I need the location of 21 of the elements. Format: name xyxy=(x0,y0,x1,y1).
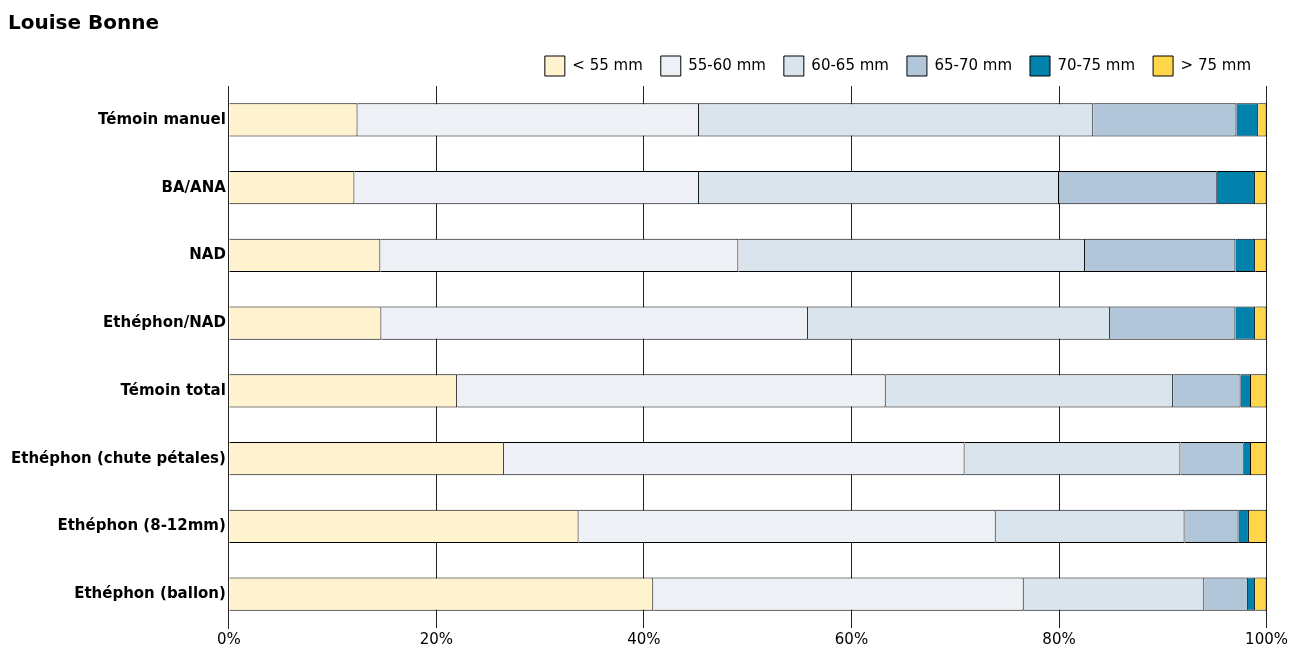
x-tick-label: 80% xyxy=(1042,629,1076,648)
legend-label: > 75 mm xyxy=(1180,55,1252,74)
y-tick-label: Ethéphon (ballon) xyxy=(74,584,226,603)
y-tick-label: NAD xyxy=(189,245,226,264)
y-tick-label: BA/ANA xyxy=(161,177,227,196)
x-tick-label: 60% xyxy=(834,629,869,648)
y-tick-label: Témoin manuel xyxy=(98,109,226,128)
y-tick-label: Ethéphon/NAD xyxy=(103,313,226,332)
legend-label: < 55 mm xyxy=(572,55,643,74)
y-tick-label: Ethéphon (8-12mm) xyxy=(57,516,226,535)
legend-label: 60-65 mm xyxy=(811,55,889,74)
x-tick-label: 40% xyxy=(627,629,661,648)
legend-label: 65-70 mm xyxy=(934,55,1013,74)
x-tick-label: 100% xyxy=(1245,629,1288,648)
y-tick-label: Ethéphon (chute pétales) xyxy=(10,448,226,467)
legend-label: 70-75 mm xyxy=(1057,55,1136,74)
y-tick-label: Témoin total xyxy=(120,380,226,399)
chart-title: Louise Bonne xyxy=(8,10,160,35)
legend-label: 55-60 mm xyxy=(688,55,766,74)
x-tick-label: 0% xyxy=(216,629,241,648)
x-tick-label: 20% xyxy=(419,629,454,648)
